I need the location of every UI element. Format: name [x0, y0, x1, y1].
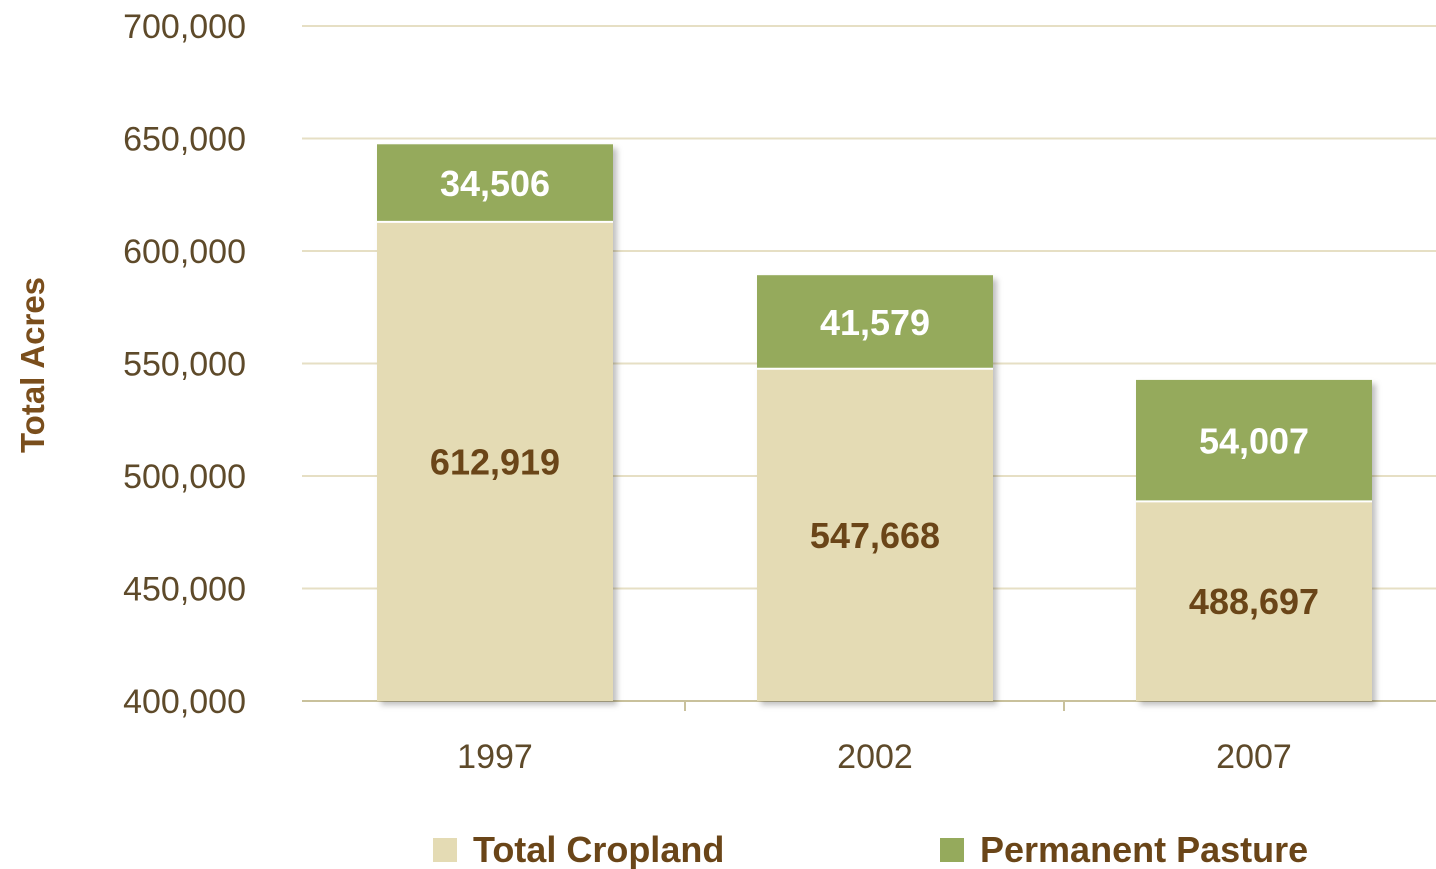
y-tick-label: 600,000	[123, 233, 246, 271]
x-tick-label: 2002	[837, 738, 913, 776]
y-tick-label: 650,000	[123, 121, 246, 159]
y-tick-label: 400,000	[123, 683, 246, 721]
bar-group	[377, 144, 613, 701]
x-tick-label: 2007	[1216, 738, 1292, 776]
x-axis: 1997 2002 2007	[457, 738, 1292, 776]
bar-permanent-pasture	[757, 275, 993, 369]
bar-total-cropland	[377, 221, 613, 701]
y-tick-label: 550,000	[123, 346, 246, 384]
data-label-total-cropland: 488,697	[1189, 581, 1319, 622]
data-label-permanent-pasture: 41,579	[820, 302, 930, 343]
bar-group	[1136, 379, 1372, 701]
bars: 612,919 34,506 547,668 41,579 488,697 54,007	[377, 144, 1372, 701]
bar-permanent-pasture	[377, 144, 613, 222]
legend-label: Permanent Pasture	[980, 829, 1308, 869]
bar-total-cropland	[757, 368, 993, 701]
y-tick-label: 700,000	[123, 8, 246, 46]
bar-total-cropland	[1136, 501, 1372, 701]
y-axis-label: Total Acres	[14, 277, 51, 453]
data-label-total-cropland: 612,919	[430, 441, 560, 482]
bar-permanent-pasture	[1136, 379, 1372, 502]
y-tick-label: 450,000	[123, 571, 246, 609]
legend: Total Cropland Permanent Pasture	[433, 829, 1308, 869]
legend-swatch	[433, 838, 457, 862]
x-tick-label: 1997	[457, 738, 533, 776]
bar-group	[757, 275, 993, 701]
data-label-permanent-pasture: 54,007	[1199, 421, 1309, 462]
y-axis: 400,000 450,000 500,000 550,000 600,000 650,0…	[123, 8, 246, 721]
y-tick-label: 500,000	[123, 458, 246, 496]
legend-swatch	[940, 838, 964, 862]
data-label-total-cropland: 547,668	[810, 515, 940, 556]
legend-label: Total Cropland	[473, 829, 724, 869]
data-label-permanent-pasture: 34,506	[440, 163, 550, 204]
